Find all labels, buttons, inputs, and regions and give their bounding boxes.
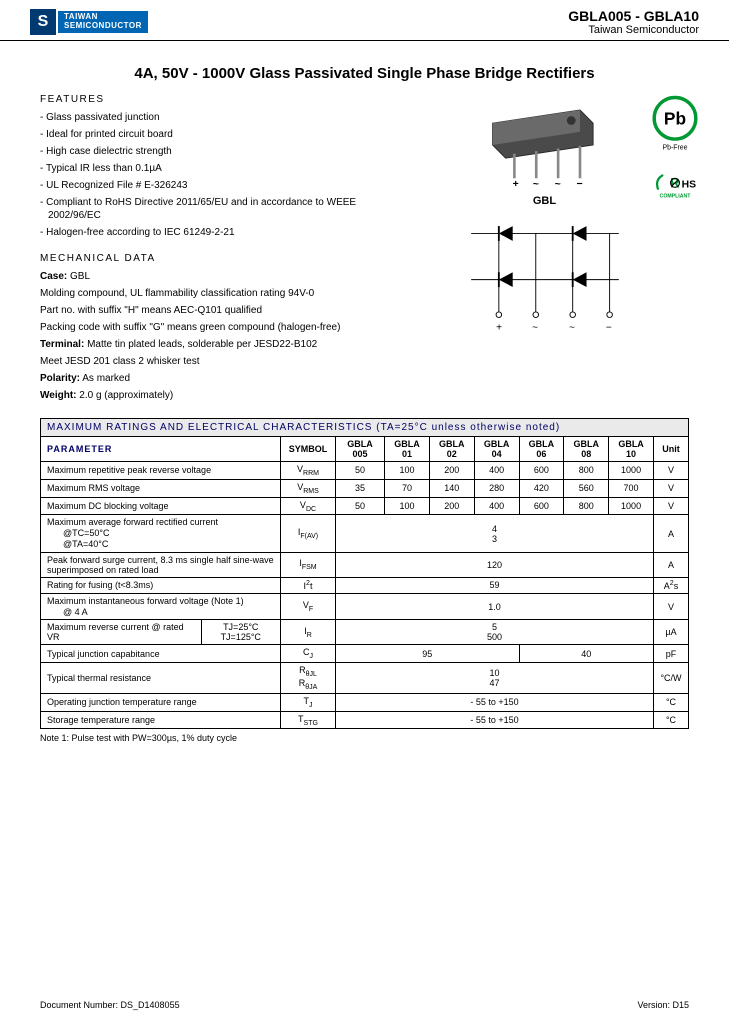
feature-item: Typical IR less than 0.1µA bbox=[40, 162, 400, 175]
table-row: Operating junction temperature range TJ … bbox=[41, 693, 689, 711]
package-label: GBL bbox=[400, 195, 689, 207]
polarity-label: Polarity: bbox=[40, 373, 80, 384]
table-title: MAXIMUM RATINGS AND ELECTRICAL CHARACTER… bbox=[40, 418, 689, 436]
features-list: Glass passivated junction Ideal for prin… bbox=[40, 111, 400, 239]
rohs-badge-icon: R HS COMPLIANT bbox=[649, 165, 701, 210]
package-drawing-icon: + ~ ~ − bbox=[475, 100, 615, 190]
bridge-schematic-icon: + ~ ~ − bbox=[450, 215, 640, 335]
svg-text:~: ~ bbox=[532, 178, 538, 190]
col-part: GBLA 08 bbox=[564, 437, 609, 462]
svg-text:~: ~ bbox=[554, 178, 560, 190]
part-range: GBLA005 - GBLA10 bbox=[568, 8, 699, 24]
weight-value: 2.0 g (approximately) bbox=[79, 390, 173, 401]
col-part: GBLA 04 bbox=[474, 437, 519, 462]
feature-item: Glass passivated junction bbox=[40, 111, 400, 124]
svg-text:−: − bbox=[605, 322, 611, 333]
content: 4A, 50V - 1000V Glass Passivated Single … bbox=[0, 41, 729, 743]
mech-line: Part no. with suffix "H" means AEC-Q101 … bbox=[40, 304, 400, 317]
table-row: Typical thermal resistance RθJLRθJA 1047… bbox=[41, 663, 689, 694]
mech-line: Meet JESD 201 class 2 whisker test bbox=[40, 355, 400, 368]
table-row: Rating for fusing (t<8.3ms) I2t 59 A2s bbox=[41, 577, 689, 593]
note-1: Note 1: Pulse test with PW=300µs, 1% dut… bbox=[40, 733, 689, 743]
features-heading: FEATURES bbox=[40, 94, 400, 105]
company-name: Taiwan Semiconductor bbox=[568, 24, 699, 36]
svg-text:~: ~ bbox=[532, 322, 538, 333]
page-title: 4A, 50V - 1000V Glass Passivated Single … bbox=[40, 65, 689, 82]
table-header-row: PARAMETER SYMBOL GBLA 005 GBLA 01 GBLA 0… bbox=[41, 437, 689, 462]
col-part: GBLA 02 bbox=[429, 437, 474, 462]
col-parameter: PARAMETER bbox=[41, 437, 281, 462]
table-row: Peak forward surge current, 8.3 ms singl… bbox=[41, 552, 689, 577]
right-column: Pb Pb-Free R HS COMPLIANT bbox=[400, 94, 689, 406]
svg-text:Pb: Pb bbox=[664, 108, 686, 128]
col-part: GBLA 005 bbox=[336, 437, 385, 462]
mech-line: Molding compound, UL flammability classi… bbox=[40, 287, 400, 300]
col-unit: Unit bbox=[654, 437, 689, 462]
col-symbol: SYMBOL bbox=[281, 437, 336, 462]
header-right: GBLA005 - GBLA10 Taiwan Semiconductor bbox=[568, 8, 699, 36]
feature-item: Ideal for printed circuit board bbox=[40, 128, 400, 141]
ratings-table: PARAMETER SYMBOL GBLA 005 GBLA 01 GBLA 0… bbox=[40, 436, 689, 729]
svg-text:−: − bbox=[576, 178, 582, 190]
case-value: GBL bbox=[70, 271, 90, 282]
table-row: Maximum instantaneous forward voltage (N… bbox=[41, 593, 689, 620]
svg-text:+: + bbox=[496, 322, 502, 333]
col-part: GBLA 10 bbox=[609, 437, 654, 462]
feature-item: Halogen-free according to IEC 61249-2-21 bbox=[40, 226, 400, 239]
table-row: Maximum DC blocking voltage VDC 50100200… bbox=[41, 497, 689, 515]
page-header: S TAIWAN SEMICONDUCTOR GBLA005 - GBLA10 … bbox=[0, 0, 729, 41]
table-row: Typical junction capabitance CJ 95 40 pF bbox=[41, 645, 689, 663]
mechanical-heading: MECHANICAL DATA bbox=[40, 253, 400, 264]
feature-item: UL Recognized File # E-326243 bbox=[40, 179, 400, 192]
svg-text:Pb-Free: Pb-Free bbox=[662, 144, 687, 151]
table-row: Storage temperature range TSTG - 55 to +… bbox=[41, 711, 689, 729]
feature-item: Compliant to RoHS Directive 2011/65/EU a… bbox=[40, 196, 400, 222]
table-row: Maximum repetitive peak reverse voltage … bbox=[41, 462, 689, 480]
terminal-label: Terminal: bbox=[40, 339, 84, 350]
polarity-value: As marked bbox=[82, 373, 130, 384]
logo-line2: SEMICONDUCTOR bbox=[64, 22, 142, 31]
terminal-value: Matte tin plated leads, solderable per J… bbox=[87, 339, 317, 350]
table-row: Maximum RMS voltage VRMS 357014028042056… bbox=[41, 479, 689, 497]
doc-number: Document Number: DS_D1408055 bbox=[40, 1000, 180, 1010]
logo-mark: S bbox=[30, 9, 56, 35]
col-part: GBLA 01 bbox=[385, 437, 430, 462]
version: Version: D15 bbox=[637, 1000, 689, 1010]
weight-label: Weight: bbox=[40, 390, 76, 401]
pb-free-badge-icon: Pb Pb-Free bbox=[649, 94, 701, 155]
feature-item: High case dielectric strength bbox=[40, 145, 400, 158]
svg-text:~: ~ bbox=[569, 322, 575, 333]
svg-text:HS: HS bbox=[682, 179, 696, 190]
mech-line: Packing code with suffix "G" means green… bbox=[40, 321, 400, 334]
table-row: Maximum reverse current @ rated VR TJ=25… bbox=[41, 620, 689, 645]
col-part: GBLA 06 bbox=[519, 437, 564, 462]
left-column: FEATURES Glass passivated junction Ideal… bbox=[40, 94, 400, 406]
table-row: Maximum average forward rectified curren… bbox=[41, 515, 689, 552]
package-image-area: + ~ ~ − GBL bbox=[400, 100, 689, 338]
logo-text: TAIWAN SEMICONDUCTOR bbox=[58, 11, 148, 33]
logo: S TAIWAN SEMICONDUCTOR bbox=[30, 9, 148, 35]
case-label: Case: bbox=[40, 271, 67, 282]
mechanical-data: Case: GBL Molding compound, UL flammabil… bbox=[40, 270, 400, 402]
page-footer: Document Number: DS_D1408055 Version: D1… bbox=[40, 1000, 689, 1010]
svg-text:COMPLIANT: COMPLIANT bbox=[660, 193, 692, 199]
compliance-badges: Pb Pb-Free R HS COMPLIANT bbox=[649, 94, 701, 209]
svg-text:+: + bbox=[512, 178, 518, 190]
